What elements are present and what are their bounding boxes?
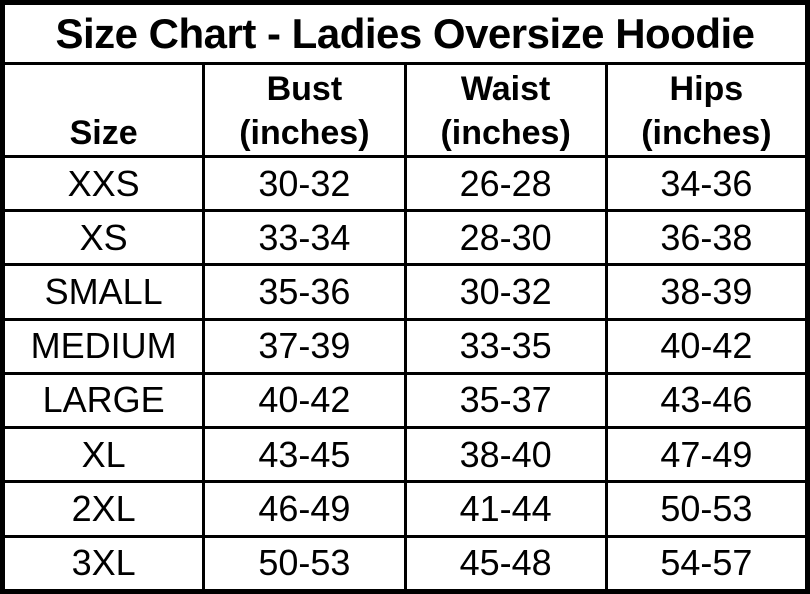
column-header-bust: Bust (inches) (202, 62, 407, 158)
column-header-waist: Waist (inches) (403, 62, 608, 158)
size-cell: XL (0, 426, 206, 484)
table-row: SMALL 35-36 30-32 38-39 (0, 263, 810, 321)
waist-cell: 26-28 (403, 154, 608, 213)
hips-cell: 54-57 (604, 534, 810, 594)
table-row: XL 43-45 38-40 47-49 (0, 426, 810, 484)
waist-cell: 30-32 (403, 263, 608, 321)
size-cell: SMALL (0, 263, 206, 321)
table-row: LARGE 40-42 35-37 43-46 (0, 371, 810, 430)
bust-cell: 37-39 (202, 317, 407, 375)
waist-cell: 38-40 (403, 426, 608, 484)
waist-cell: 28-30 (403, 209, 608, 267)
size-cell: XXS (0, 154, 206, 213)
chart-title: Size Chart - Ladies Oversize Hoodie (1, 1, 809, 65)
hips-cell: 38-39 (604, 263, 810, 321)
column-header-size: Size (0, 62, 206, 158)
hips-cell: 43-46 (604, 371, 810, 430)
hips-cell: 50-53 (604, 480, 810, 538)
waist-cell: 41-44 (403, 480, 608, 538)
bust-cell: 46-49 (202, 480, 407, 538)
size-cell: 2XL (0, 480, 206, 538)
size-cell: MEDIUM (0, 317, 206, 375)
waist-cell: 45-48 (403, 534, 608, 594)
bust-cell: 33-34 (202, 209, 407, 267)
hips-cell: 34-36 (604, 154, 810, 213)
bust-cell: 40-42 (202, 371, 407, 430)
waist-cell: 35-37 (403, 371, 608, 430)
hips-cell: 40-42 (604, 317, 810, 375)
table-row: 2XL 46-49 41-44 50-53 (0, 480, 810, 538)
size-cell: LARGE (0, 371, 206, 430)
table-row: XXS 30-32 26-28 34-36 (0, 154, 810, 213)
title-row: Size Chart - Ladies Oversize Hoodie (1, 1, 809, 65)
hips-cell: 36-38 (604, 209, 810, 267)
column-header-hips: Hips (inches) (604, 62, 810, 158)
header-row: Size Bust (inches) Waist (inches) Hips (… (0, 62, 810, 158)
table-row: XS 33-34 28-30 36-38 (0, 209, 810, 267)
bust-cell: 50-53 (202, 534, 407, 594)
size-cell: XS (0, 209, 206, 267)
table-row: MEDIUM 37-39 33-35 40-42 (0, 317, 810, 375)
size-cell: 3XL (0, 534, 206, 594)
bust-cell: 35-36 (202, 263, 407, 321)
bust-cell: 43-45 (202, 426, 407, 484)
bust-cell: 30-32 (202, 154, 407, 213)
table-row: 3XL 50-53 45-48 54-57 (0, 534, 810, 594)
waist-cell: 33-35 (403, 317, 608, 375)
hips-cell: 47-49 (604, 426, 810, 484)
